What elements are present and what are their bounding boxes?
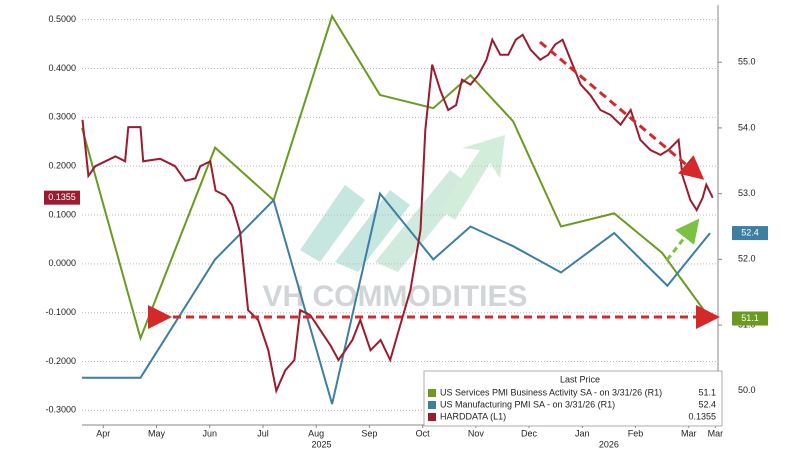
x-tick-label: Dec <box>521 428 538 438</box>
y-tick-label: 0.5000 <box>48 14 76 24</box>
last-value-badge <box>732 311 768 326</box>
legend-label: US Manufacturing PMI SA - on 3/31/26 (R1… <box>440 399 615 409</box>
legend-swatch <box>428 389 436 397</box>
y-tick-label: 0.0000 <box>48 258 76 268</box>
y-tick-label: 0.2000 <box>48 161 76 171</box>
x-tick-label: Jan <box>575 428 590 438</box>
last-value-label: 51.1 <box>741 313 759 323</box>
y-tick-label: 0.1000 <box>48 209 76 219</box>
series-line <box>81 13 711 342</box>
y-tick-label: 0.3000 <box>48 112 76 122</box>
series-line <box>81 33 714 395</box>
legend: Last Price US Services PMI Business Acti… <box>423 370 723 427</box>
last-value-label: 0.1355 <box>48 192 76 202</box>
legend-swatch <box>428 413 436 421</box>
y2-tick-label: 55.0 <box>738 57 756 67</box>
x-period-label: 2025 <box>311 439 331 449</box>
x-tick-label: Apr <box>96 428 110 438</box>
x-tick-label: Mar <box>708 428 724 438</box>
x-tick-label: Aug <box>308 428 324 438</box>
x-tick-label: May <box>148 428 166 438</box>
last-value-badge <box>44 190 80 205</box>
x-period-label: 2026 <box>599 439 619 449</box>
legend-value: 0.1355 <box>688 411 716 421</box>
y2-tick-label: 53.0 <box>738 188 756 198</box>
x-tick-label: Jun <box>202 428 217 438</box>
legend-label: US Services PMI Business Activity SA - o… <box>440 387 662 397</box>
last-value-label: 52.4 <box>741 227 759 237</box>
y-tick-label: -0.2000 <box>45 356 76 366</box>
x-tick-label: Jul <box>257 428 269 438</box>
legend-swatch <box>428 401 436 409</box>
watermark-logo <box>300 135 505 272</box>
y-tick-label: -0.1000 <box>45 307 76 317</box>
series-line <box>82 191 711 405</box>
y2-tick-label: 50.0 <box>738 385 756 395</box>
last-value-badge <box>732 226 768 241</box>
legend-value: 51.1 <box>698 387 716 397</box>
legend-value: 52.4 <box>698 399 716 409</box>
annotation-arrow <box>539 40 705 180</box>
y-tick-label: 0.4000 <box>48 63 76 73</box>
y2-tick-label: 52.0 <box>738 254 756 264</box>
y-tick-label: -0.3000 <box>45 405 76 415</box>
legend-box <box>423 370 723 427</box>
x-tick-label: Sep <box>361 428 377 438</box>
annotation-arrow <box>665 218 700 261</box>
legend-title: Last Price <box>560 374 600 384</box>
legend-label: HARDDATA (L1) <box>440 411 506 421</box>
y2-tick-label: 54.0 <box>738 122 756 132</box>
x-tick-label: Oct <box>416 428 431 438</box>
x-tick-label: Mar <box>681 428 697 438</box>
x-tick-label: Feb <box>628 428 644 438</box>
x-tick-label: Nov <box>468 428 485 438</box>
